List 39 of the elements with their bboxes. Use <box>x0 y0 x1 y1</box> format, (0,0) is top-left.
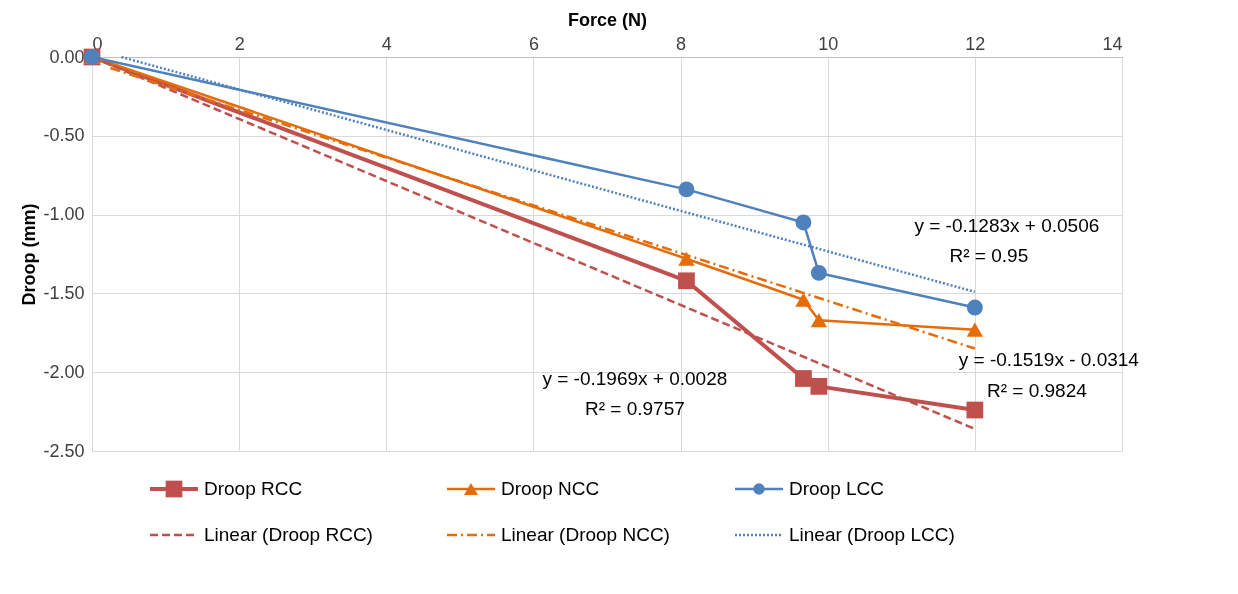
point <box>795 370 812 387</box>
x-tick-label: 8 <box>676 33 687 54</box>
legend-label: Droop RCC <box>204 478 303 499</box>
legend-label: Droop LCC <box>789 478 885 499</box>
legend-label: Linear (Droop NCC) <box>501 524 670 545</box>
point <box>966 322 984 337</box>
annotation: R² = 0.9824 <box>986 379 1088 401</box>
y-tick-label: -2.50 <box>43 440 85 461</box>
x-axis-title: Force (N) <box>567 9 648 30</box>
y-tick-label: 0.00 <box>49 46 85 67</box>
annotation: y = -0.1519x - 0.0314 <box>958 348 1140 370</box>
point <box>966 401 984 419</box>
y-tick-label: -0.50 <box>43 125 85 146</box>
x-tick-label: 14 <box>1102 33 1123 54</box>
y-tick-label: -1.50 <box>43 282 85 303</box>
legend-label: Linear (Droop RCC) <box>204 524 373 545</box>
point <box>795 292 812 307</box>
annotation: y = -0.1283x + 0.0506 <box>914 214 1100 236</box>
x-tick-label: 12 <box>965 33 986 54</box>
point <box>795 214 812 231</box>
y-tick-label: -2.00 <box>43 361 85 382</box>
annotation: y = -0.1969x + 0.0028 <box>542 367 728 389</box>
y-axis-title: Droop (mm) <box>19 203 40 306</box>
point <box>966 299 983 316</box>
annotation: R² = 0.95 <box>949 244 1029 266</box>
point <box>678 251 695 266</box>
annotation: R² = 0.9757 <box>584 397 685 419</box>
x-tick-label: 4 <box>381 33 392 54</box>
legend-label: Linear (Droop LCC) <box>789 524 955 545</box>
x-tick-label: 10 <box>818 33 839 54</box>
x-tick-label: 6 <box>528 33 539 54</box>
point <box>810 264 827 281</box>
x-tick-label: 2 <box>234 33 245 54</box>
y-tick-label: -1.00 <box>43 204 85 225</box>
legend-label: Droop NCC <box>501 478 600 499</box>
point <box>810 313 828 328</box>
point <box>678 181 695 198</box>
point <box>810 378 828 395</box>
point <box>678 272 695 290</box>
